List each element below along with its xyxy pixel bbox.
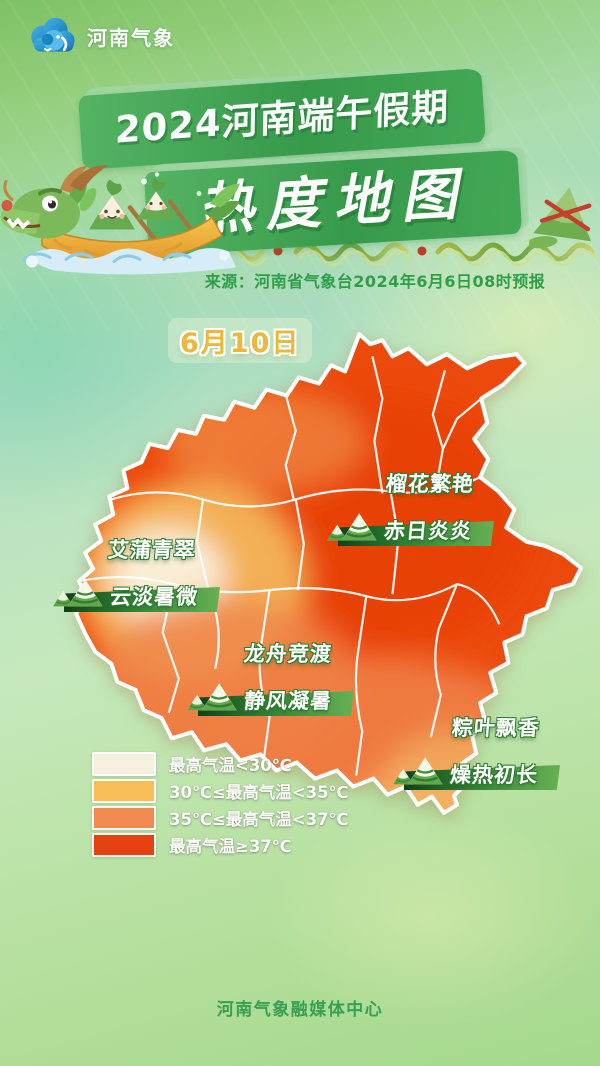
map-annotation-center: 龙舟竞渡 静风凝暑: [182, 638, 354, 716]
annotation-line2: 云淡暑微: [109, 585, 200, 609]
map-annotation-southeast: 粽叶飘香 燥热初长: [388, 712, 560, 790]
legend-swatch: [92, 779, 156, 803]
henan-heat-map: [74, 332, 583, 815]
legend-swatch: [92, 806, 156, 830]
brand-logo: 河南气象: [26, 14, 175, 58]
annotation-line1: 艾蒲青翠: [106, 538, 197, 562]
brand-name: 河南气象: [87, 25, 175, 50]
district-borders: [78, 356, 501, 776]
annotation-line2: 燥热初长: [449, 763, 540, 787]
annotation-line2: 赤日炎炎: [383, 519, 474, 543]
annotation-line1: 龙舟竞渡: [242, 642, 333, 666]
zongzi-icon: [528, 187, 592, 249]
footer-credit: 河南气象融媒体中心: [216, 1000, 384, 1020]
legend-label: 30℃≤最高气温<35℃: [169, 783, 349, 802]
source-caption: 来源：河南省气象台2024年6月6日08时预报: [204, 272, 546, 291]
legend-item: 35℃≤最高气温<37℃: [92, 806, 349, 830]
legend-swatch: [92, 752, 156, 776]
legend-label: 最高气温≥37℃: [169, 837, 292, 856]
temperature-legend: 最高气温<30℃ 30℃≤最高气温<35℃ 35℃≤最高气温<37℃ 最高气温≥…: [92, 752, 349, 862]
legend-label: 最高气温<30℃: [169, 756, 292, 775]
annotation-line2: 静风凝暑: [243, 689, 334, 713]
province-outline: [74, 332, 583, 815]
annotation-line1: 粽叶飘香: [450, 716, 541, 740]
cloud-elephant-icon: [31, 17, 75, 52]
map-annotation-west: 艾蒲青翠 云淡暑微: [48, 534, 220, 612]
legend-swatch: [92, 833, 156, 857]
legend-item: 30℃≤最高气温<35℃: [92, 779, 349, 803]
legend-label: 35℃≤最高气温<37℃: [169, 810, 349, 829]
legend-item: 最高气温≥37℃: [92, 833, 349, 857]
date-label: 6月10日: [168, 318, 313, 363]
map-annotation-northeast: 榴花繁艳 赤日炎炎: [322, 468, 494, 546]
annotation-line1: 榴花繁艳: [384, 472, 475, 496]
dragon-boat-illustration: [0, 165, 240, 275]
legend-item: 最高气温<30℃: [92, 752, 349, 776]
